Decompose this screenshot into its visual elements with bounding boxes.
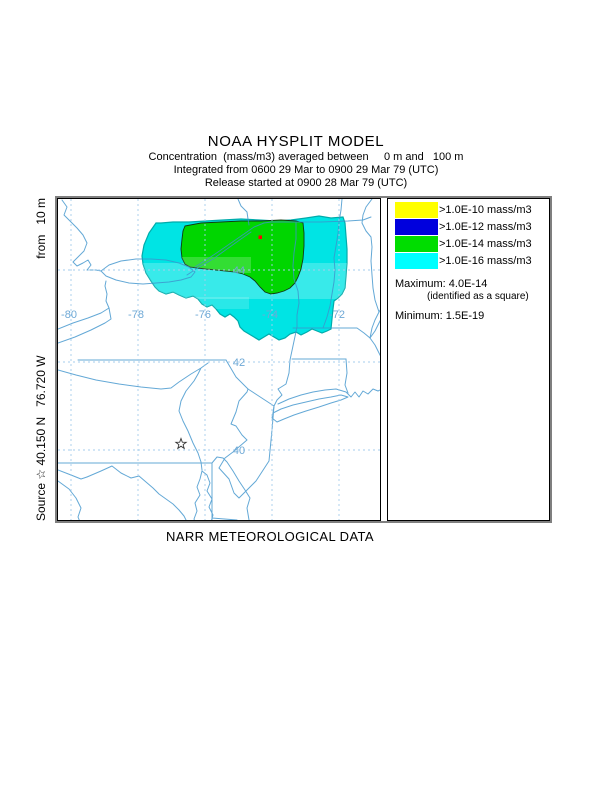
boundary-line — [378, 309, 380, 313]
legend-item: >1.0E-16 mass/m3 — [395, 252, 549, 269]
source-annotation: Source ☆ 40.150 N 76.720 W from 10 m — [33, 198, 48, 521]
boundary-line — [58, 469, 88, 520]
contour-green-1e14 — [180, 219, 305, 295]
source-star-glyph: ☆ — [33, 468, 48, 480]
boundary-line — [247, 388, 275, 407]
legend-box: >1.0E-10 mass/m3 >1.0E-12 mass/m3 >1.0E-… — [387, 198, 550, 521]
graticule — [58, 199, 380, 520]
cyan-light-band — [143, 297, 249, 309]
legend-swatch-blue — [395, 218, 438, 235]
meteorology-caption: NARR METEOROLOGICAL DATA — [166, 529, 374, 544]
legend-item-label: >1.0E-12 mass/m3 — [439, 220, 532, 233]
boundary-line — [369, 319, 380, 357]
legend-minimum: Minimum: 1.5E-19 — [395, 310, 485, 322]
max-concentration-marker — [258, 235, 262, 239]
legend-item: >1.0E-14 mass/m3 — [395, 235, 549, 252]
graticule-labels: -80 -78 -76 -74 -72 44 42 40 — [61, 265, 345, 457]
boundary-line — [218, 405, 275, 499]
longitude-label: -76 — [195, 309, 211, 321]
release-height-label: from 10 m — [33, 198, 48, 259]
boundary-line — [58, 362, 209, 471]
boundary-line — [292, 221, 300, 328]
legend-item: >1.0E-10 mass/m3 — [395, 201, 549, 218]
legend-swatch-green — [395, 235, 438, 252]
subtitle-release: Release started at 0900 28 Mar 79 (UTC) — [204, 177, 408, 189]
legend-item-label: >1.0E-10 mass/m3 — [439, 203, 532, 216]
legend-maximum: Maximum: 4.0E-14 — [395, 278, 488, 290]
boundary-line — [277, 388, 380, 405]
subtitle-integration: Integrated from 0600 29 Mar to 0900 29 M… — [173, 164, 439, 176]
legend-swatch-cyan — [395, 252, 438, 269]
latitude-label: 42 — [233, 357, 245, 369]
boundary-line — [194, 216, 372, 268]
legend-item-label: >1.0E-14 mass/m3 — [439, 237, 532, 250]
latitude-label: 44 — [233, 265, 245, 277]
boundary-line — [58, 307, 110, 330]
boundary-line — [344, 358, 349, 394]
boundary-line — [104, 280, 110, 309]
boundary-line — [271, 394, 349, 423]
legend-item: >1.0E-12 mass/m3 — [395, 218, 549, 235]
legend-swatch-yellow — [395, 201, 438, 218]
boundary-line — [361, 199, 380, 313]
boundary-line — [237, 199, 250, 226]
boundary-line — [211, 462, 238, 520]
source-star-icon — [174, 437, 188, 450]
legend-maximum-note: (identified as a square) — [427, 291, 529, 302]
boundary-line — [369, 311, 380, 339]
boundary-line — [193, 470, 203, 520]
boundary-line — [272, 405, 275, 414]
latitude-label: 40 — [233, 445, 245, 457]
boundary-line — [211, 456, 251, 520]
boundary-line — [86, 465, 187, 520]
longitude-label: -72 — [329, 309, 345, 321]
longitude-label: -80 — [61, 309, 77, 321]
boundary-line — [292, 327, 371, 339]
map-canvas: -80 -78 -76 -74 -72 44 42 40 — [58, 199, 380, 520]
boundary-line — [201, 470, 214, 520]
longitude-label: -78 — [128, 309, 144, 321]
boundary-line — [186, 231, 252, 276]
concentration-map: -80 -78 -76 -74 -72 44 42 40 — [57, 198, 381, 521]
boundary-line — [100, 258, 196, 285]
subtitle-averaging: Concentration (mass/m3) averaged between… — [148, 151, 464, 163]
source-location-label: Source ☆ 40.150 N 76.720 W — [33, 355, 48, 521]
page-title: NOAA HYSPLIT MODEL — [207, 133, 385, 150]
boundary-line — [58, 307, 112, 344]
figure-frame: -80 -78 -76 -74 -72 44 42 40 >1.0E-10 mass/m3 >… — [55, 196, 552, 523]
boundary-line — [61, 199, 102, 272]
longitude-label: -74 — [262, 309, 278, 321]
legend-item-label: >1.0E-16 mass/m3 — [439, 254, 532, 267]
